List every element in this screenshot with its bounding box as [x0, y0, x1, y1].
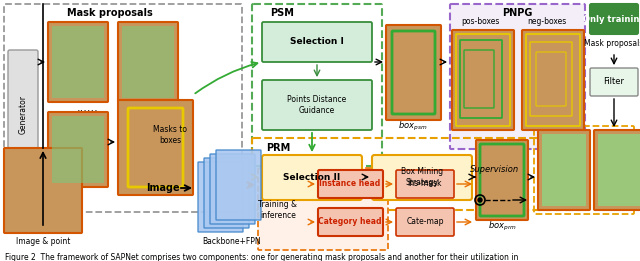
FancyBboxPatch shape: [372, 155, 472, 200]
FancyBboxPatch shape: [52, 26, 104, 98]
Text: $box_{psm}$: $box_{psm}$: [398, 120, 428, 133]
FancyBboxPatch shape: [386, 25, 441, 120]
FancyBboxPatch shape: [8, 50, 38, 180]
Text: Figure 2  The framework of SAPNet comprises two components: one for generating m: Figure 2 The framework of SAPNet compris…: [5, 253, 518, 261]
Text: neg-boxes: neg-boxes: [527, 17, 566, 27]
Text: Points Distance
Guidance: Points Distance Guidance: [287, 95, 347, 115]
Text: PSM: PSM: [270, 8, 294, 18]
Text: Training &
inference: Training & inference: [259, 200, 298, 220]
FancyBboxPatch shape: [262, 80, 372, 130]
Text: Image & point: Image & point: [16, 238, 70, 246]
FancyBboxPatch shape: [318, 208, 383, 236]
FancyBboxPatch shape: [450, 4, 585, 149]
Text: $box_{prm}$: $box_{prm}$: [488, 220, 516, 233]
FancyBboxPatch shape: [318, 170, 383, 198]
FancyBboxPatch shape: [538, 130, 590, 210]
FancyBboxPatch shape: [396, 208, 454, 236]
FancyBboxPatch shape: [262, 155, 362, 200]
Text: Only training: Only training: [583, 15, 640, 23]
Text: Box Mining
Strategy: Box Mining Strategy: [401, 167, 443, 187]
FancyBboxPatch shape: [598, 134, 640, 206]
FancyBboxPatch shape: [594, 130, 640, 210]
Text: PNPG: PNPG: [502, 8, 532, 18]
FancyBboxPatch shape: [452, 30, 514, 130]
FancyBboxPatch shape: [522, 30, 584, 130]
Text: Image: Image: [146, 183, 180, 193]
FancyBboxPatch shape: [262, 22, 372, 62]
FancyBboxPatch shape: [204, 158, 249, 228]
Text: PRM: PRM: [266, 143, 291, 153]
FancyBboxPatch shape: [118, 100, 193, 195]
Text: ......: ......: [77, 103, 99, 113]
Text: Instance head: Instance head: [319, 180, 381, 188]
Text: Selection II: Selection II: [284, 173, 340, 181]
FancyBboxPatch shape: [542, 134, 586, 206]
FancyBboxPatch shape: [396, 170, 454, 198]
Text: Ins-mask: Ins-mask: [408, 180, 442, 188]
FancyBboxPatch shape: [122, 26, 174, 98]
FancyBboxPatch shape: [590, 68, 638, 96]
FancyBboxPatch shape: [590, 4, 638, 34]
Text: Filter: Filter: [604, 78, 625, 86]
FancyBboxPatch shape: [52, 116, 104, 183]
Text: pos-boxes: pos-boxes: [461, 17, 499, 27]
Text: Backbone+FPN: Backbone+FPN: [203, 238, 261, 246]
FancyBboxPatch shape: [216, 150, 261, 220]
Text: Mask proposals: Mask proposals: [584, 39, 640, 49]
Text: Supervision: Supervision: [470, 165, 520, 175]
FancyBboxPatch shape: [476, 140, 528, 220]
FancyBboxPatch shape: [258, 168, 388, 250]
Text: Generator: Generator: [19, 96, 28, 134]
Text: Cate-map: Cate-map: [406, 217, 444, 227]
Text: Masks to
boxes: Masks to boxes: [153, 125, 187, 145]
FancyBboxPatch shape: [210, 154, 255, 224]
Text: Category head: Category head: [318, 217, 381, 227]
FancyBboxPatch shape: [48, 112, 108, 187]
Circle shape: [478, 198, 482, 202]
FancyBboxPatch shape: [118, 22, 178, 102]
FancyBboxPatch shape: [4, 148, 82, 233]
Text: Mask proposals: Mask proposals: [67, 8, 153, 18]
Text: Selection I: Selection I: [290, 38, 344, 46]
FancyBboxPatch shape: [48, 22, 108, 102]
FancyBboxPatch shape: [198, 162, 243, 232]
